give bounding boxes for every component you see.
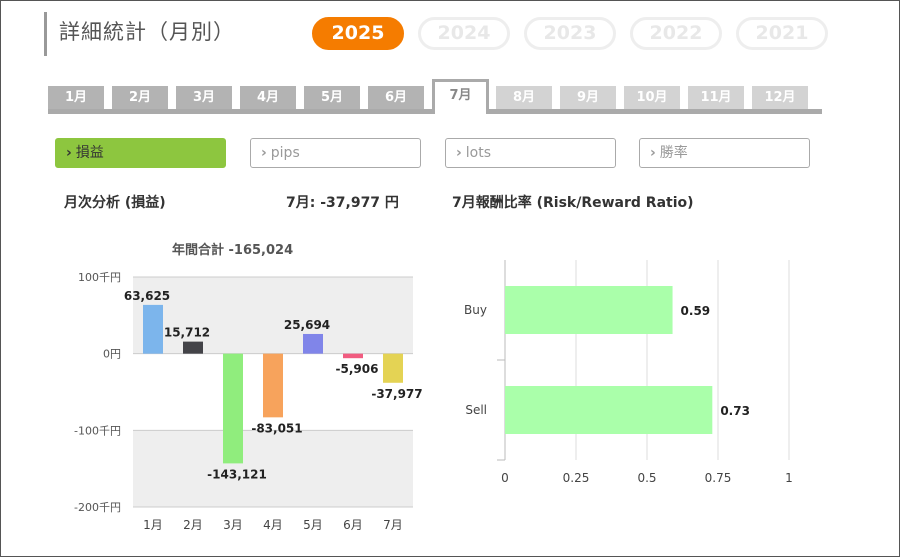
monthly-pl-chart: 100千円 0円 -100千円 -200千円 63,625 1月 15,712 2月 -143,… bbox=[74, 271, 423, 532]
bar-Sell bbox=[505, 386, 713, 434]
year-button-2025[interactable]: 2025 bbox=[312, 17, 404, 50]
chevron-right-icon: › bbox=[261, 145, 267, 161]
year-button-2024[interactable]: 2024 bbox=[418, 17, 510, 50]
x-tick-label: 2月 bbox=[183, 518, 203, 532]
month-tab-11[interactable]: 11月 bbox=[688, 86, 744, 109]
y-tick-label: Buy bbox=[464, 303, 487, 317]
annual-total: 年間合計 -165,024 bbox=[172, 243, 294, 258]
month-tab-2[interactable]: 2月 bbox=[112, 86, 168, 109]
filter-button-2[interactable]: › lots bbox=[445, 138, 616, 168]
x-tick-label: 1 bbox=[785, 471, 793, 485]
x-tick-label: 0.25 bbox=[563, 471, 590, 485]
filter-label: 勝率 bbox=[659, 145, 688, 161]
month-tab-5[interactable]: 5月 bbox=[304, 86, 360, 109]
data-label: -143,121 bbox=[207, 467, 267, 481]
selected-month-value: 7月: -37,977 円 bbox=[286, 195, 399, 211]
month-tab-8[interactable]: 8月 bbox=[496, 86, 552, 109]
data-label: 15,712 bbox=[164, 326, 210, 340]
filter-button-0[interactable]: › 損益 bbox=[55, 138, 226, 168]
y-tick-label: 0円 bbox=[103, 348, 121, 361]
bar-4月 bbox=[263, 353, 283, 418]
data-label: -37,977 bbox=[371, 387, 422, 401]
plot-band-lower bbox=[133, 430, 413, 507]
y-tick-label: 100千円 bbox=[78, 271, 121, 284]
data-label: 0.59 bbox=[681, 304, 711, 318]
bar-3月 bbox=[223, 353, 243, 464]
month-tab-7[interactable]: 7月 bbox=[432, 79, 489, 114]
month-tabs: 1月 2月 3月 4月 5月 6月 7月 8月 9月 10月 11月 12月 bbox=[48, 79, 822, 114]
chevron-right-icon: › bbox=[456, 145, 462, 161]
chevron-right-icon: › bbox=[650, 145, 656, 161]
x-tick-label: 5月 bbox=[303, 518, 323, 532]
month-tab-6[interactable]: 6月 bbox=[368, 86, 424, 109]
month-tab-12[interactable]: 12月 bbox=[752, 86, 808, 109]
month-tab-3[interactable]: 3月 bbox=[176, 86, 232, 109]
month-tab-4[interactable]: 4月 bbox=[240, 86, 296, 109]
filter-label: 損益 bbox=[75, 145, 104, 161]
x-tick-label: 4月 bbox=[263, 518, 283, 532]
data-label: 25,694 bbox=[284, 318, 330, 332]
bar-Buy bbox=[505, 286, 673, 334]
year-button-2022[interactable]: 2022 bbox=[630, 17, 722, 50]
data-label: 63,625 bbox=[124, 289, 170, 303]
bar-6月 bbox=[343, 353, 363, 359]
plot-band-positive bbox=[133, 277, 413, 354]
y-tick-label: -100千円 bbox=[74, 424, 121, 437]
x-tick-label: 0 bbox=[501, 471, 509, 485]
month-tab-10[interactable]: 10月 bbox=[624, 86, 680, 109]
data-label: -5,906 bbox=[336, 362, 379, 376]
year-button-2023[interactable]: 2023 bbox=[524, 17, 616, 50]
rr-ratio-chart: 0 0.25 0.5 0.75 1 0.59 Buy 0.73 Sell bbox=[464, 260, 793, 485]
x-tick-label: 0.75 bbox=[705, 471, 732, 485]
chevron-right-icon: › bbox=[66, 145, 72, 161]
x-tick-label: 1月 bbox=[143, 518, 163, 532]
filter-button-1[interactable]: › pips bbox=[250, 138, 421, 168]
month-tab-9[interactable]: 9月 bbox=[560, 86, 616, 109]
rr-ratio-title: 7月報酬比率 (Risk/Reward Ratio) bbox=[452, 195, 694, 211]
y-tick-label: Sell bbox=[465, 403, 487, 417]
filter-label: lots bbox=[465, 145, 492, 161]
filter-label: pips bbox=[270, 145, 300, 161]
monthly-analysis-title: 月次分析 (損益) bbox=[64, 195, 166, 211]
y-tick-label: -200千円 bbox=[74, 501, 121, 514]
data-label: 0.73 bbox=[720, 404, 750, 418]
bar-7月 bbox=[383, 353, 403, 383]
bar-2月 bbox=[183, 341, 203, 354]
x-tick-label: 3月 bbox=[223, 518, 243, 532]
x-tick-label: 6月 bbox=[343, 518, 363, 532]
filter-button-3[interactable]: › 勝率 bbox=[639, 138, 810, 168]
bar-1月 bbox=[143, 304, 163, 354]
x-tick-label: 7月 bbox=[383, 518, 403, 532]
bar-5月 bbox=[303, 333, 323, 354]
x-tick-label: 0.5 bbox=[637, 471, 656, 485]
data-label: -83,051 bbox=[251, 421, 302, 435]
year-selector: 2025 2024 2023 2022 2021 bbox=[312, 17, 828, 50]
page-title: 詳細統計（月別） bbox=[44, 12, 235, 56]
month-tab-1[interactable]: 1月 bbox=[48, 86, 104, 109]
year-button-2021[interactable]: 2021 bbox=[736, 17, 828, 50]
